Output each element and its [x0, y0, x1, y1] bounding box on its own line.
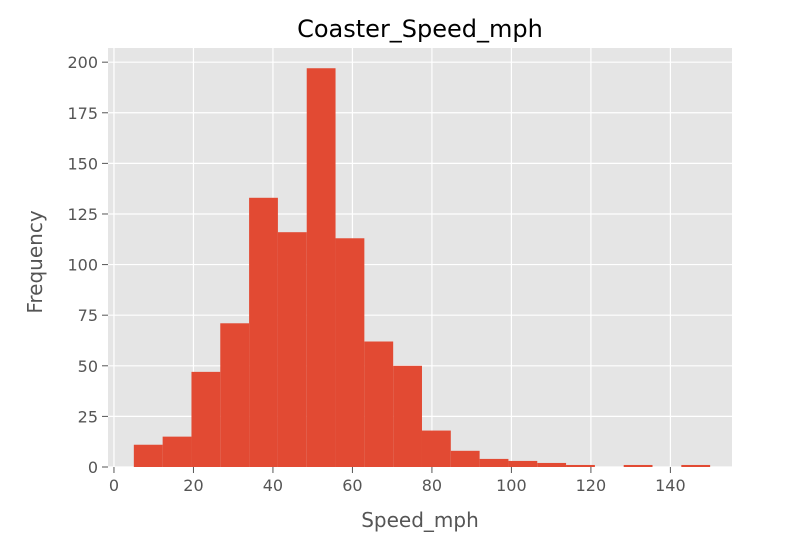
- y-tick-label: 75: [78, 306, 98, 325]
- y-tick-label: 100: [67, 256, 98, 275]
- histogram-bar: [450, 450, 480, 467]
- histogram-bar: [623, 464, 653, 467]
- histogram-bar: [277, 232, 307, 467]
- histogram-bar: [421, 430, 451, 467]
- x-tick-label: 40: [263, 476, 283, 495]
- chart-title: Coaster_Speed_mph: [297, 15, 543, 43]
- y-tick-label: 50: [78, 357, 98, 376]
- histogram-bar: [162, 436, 192, 467]
- histogram-bar: [249, 197, 278, 467]
- histogram-bar: [364, 341, 394, 467]
- x-tick-label: 80: [422, 476, 442, 495]
- y-tick-label: 125: [67, 205, 98, 224]
- x-axis-label: Speed_mph: [361, 508, 479, 532]
- y-tick-label: 150: [67, 154, 98, 173]
- x-tick-label: 20: [183, 476, 203, 495]
- histogram-bar: [191, 371, 221, 467]
- y-axis-ticks: 0 25 50 75 100 125 150 175 200: [67, 53, 108, 477]
- x-axis-ticks: 0 20 40 60 80 100 120 140: [109, 467, 686, 495]
- histogram-bar: [537, 462, 567, 467]
- histogram-bar: [133, 444, 163, 467]
- histogram-bar: [508, 460, 538, 467]
- histogram-bar: [220, 323, 250, 467]
- x-tick-label: 0: [109, 476, 119, 495]
- histogram-bar: [335, 238, 365, 467]
- x-tick-label: 140: [655, 476, 686, 495]
- y-tick-label: 0: [88, 458, 98, 477]
- y-tick-label: 200: [67, 53, 98, 72]
- x-tick-label: 60: [342, 476, 362, 495]
- y-axis-label: Frequency: [23, 210, 47, 313]
- histogram-bar: [306, 68, 336, 467]
- histogram-bar: [566, 464, 595, 467]
- histogram-bar: [479, 458, 509, 467]
- histogram-bar: [393, 365, 422, 467]
- histogram-bar: [681, 464, 711, 467]
- y-tick-label: 25: [78, 407, 98, 426]
- y-tick-label: 175: [67, 104, 98, 123]
- x-tick-label: 100: [496, 476, 527, 495]
- x-tick-label: 120: [576, 476, 607, 495]
- histogram-bars: [133, 68, 711, 467]
